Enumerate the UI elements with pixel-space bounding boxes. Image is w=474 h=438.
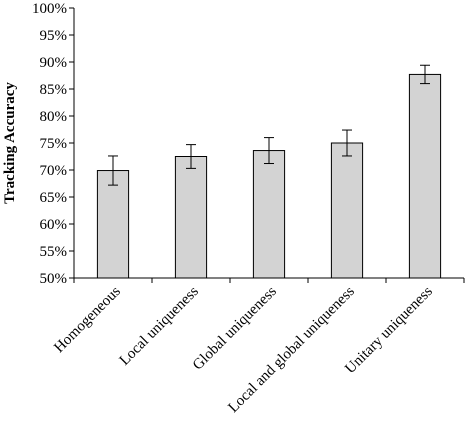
error-bars [108,64,430,186]
bars [96,73,442,279]
y-axis-ticks: 50% 55% 60% 65% 70% 75% 80% 85% 90% 95% 100% [32,1,465,287]
y-tick-label: 95% [40,28,68,44]
y-tick-label: 80% [40,109,68,125]
x-tick-label: Homogeneous [51,283,124,356]
y-axis-title: Tracking Accuracy [2,82,18,204]
bar [408,73,442,279]
y-tick-label: 100% [32,1,67,17]
error-bar [108,155,118,186]
y-tick-label: 60% [40,217,68,233]
y-tick-label: 90% [40,55,68,71]
y-tick-label: 65% [40,190,68,206]
y-tick-label: 55% [40,244,68,260]
y-tick-label: 75% [40,136,68,152]
error-bar [420,64,430,85]
error-bar [264,137,274,165]
y-tick-label: 85% [40,82,68,98]
bar [252,150,286,279]
y-tick-label: 50% [40,271,68,287]
error-bar [342,129,352,157]
bar [330,142,364,279]
bar [96,170,130,279]
bar [174,156,208,279]
error-bar [186,144,196,169]
x-tick-label: Local and global uniqueness [225,283,357,415]
x-tick-label: Global uniqueness [190,283,280,373]
y-tick-label: 70% [40,163,68,179]
x-tick-label: Local uniqueness [117,283,202,368]
x-tick-label: Unitary uniqueness [342,283,436,377]
